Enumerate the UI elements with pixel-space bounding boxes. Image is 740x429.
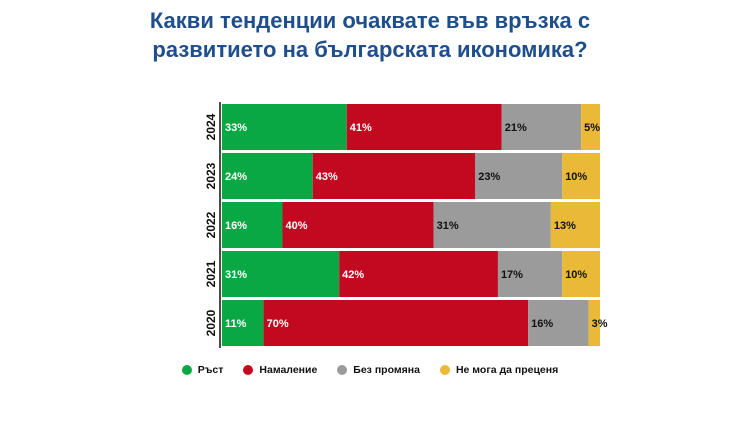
bar-label-decline-2021: 42% <box>342 269 364 281</box>
bar-label-no-change-2021: 17% <box>501 269 523 281</box>
bar-label-growth-2024: 33% <box>225 122 247 134</box>
bar-label-cannot-judge-2022: 13% <box>554 220 576 232</box>
bar-label-decline-2023: 43% <box>316 171 338 183</box>
bar-cannot-judge-2024 <box>581 104 600 150</box>
bar-label-no-change-2022: 31% <box>437 220 459 232</box>
chart-title-line-2: развитието на българската икономика? <box>152 37 588 62</box>
bar-label-cannot-judge-2023: 10% <box>565 171 587 183</box>
legend-item-no-change: Без промяна <box>337 364 420 376</box>
bar-growth-2020 <box>222 300 264 346</box>
bar-cannot-judge-2022 <box>550 202 600 248</box>
chart-title: Какви тенденции очаквате във връзка с ра… <box>0 6 740 64</box>
year-label-2022: 2022 <box>204 211 218 238</box>
bar-decline-2023 <box>312 153 476 199</box>
bar-growth-2023 <box>222 153 313 199</box>
bar-cannot-judge-2023 <box>562 153 600 199</box>
bar-no-change-2022 <box>433 202 551 248</box>
bar-growth-2022 <box>222 202 283 248</box>
bar-label-decline-2022: 40% <box>285 220 307 232</box>
bars-group: 33% 41% 21% 5% 24% 43% 23% 10% 16% 40% 31% 13% 31% 42… <box>222 104 608 346</box>
bar-no-change-2021 <box>497 251 563 297</box>
bar-label-cannot-judge-2024: 5% <box>584 122 600 134</box>
bar-label-no-change-2020: 16% <box>531 318 553 330</box>
bar-cannot-judge-2021 <box>562 251 600 297</box>
year-label-2021: 2021 <box>204 260 218 287</box>
legend-label-growth: Ръст <box>197 364 224 376</box>
legend-label-no-change: Без промяна <box>353 364 420 376</box>
bar-label-growth-2022: 16% <box>225 220 247 232</box>
year-label-2023: 2023 <box>204 162 218 189</box>
bar-no-change-2024 <box>501 104 582 150</box>
bar-decline-2022 <box>282 202 434 248</box>
bar-growth-2021 <box>222 251 340 297</box>
bar-label-cannot-judge-2020: 3% <box>592 318 608 330</box>
bar-label-growth-2021: 31% <box>225 269 247 281</box>
bar-label-no-change-2024: 21% <box>505 122 527 134</box>
year-label-2020: 2020 <box>204 309 218 336</box>
bar-label-decline-2024: 41% <box>350 122 372 134</box>
bar-decline-2020 <box>263 300 529 346</box>
legend-swatch-cannot-judge <box>439 365 450 375</box>
legend-item-cannot-judge: Не мога да преценя <box>439 364 559 376</box>
legend-swatch-growth <box>181 365 192 375</box>
bar-decline-2024 <box>346 104 502 150</box>
bar-label-decline-2020: 70% <box>267 318 289 330</box>
bar-label-no-change-2023: 23% <box>478 171 500 183</box>
legend: Ръст Намаление Без промяна Не мога да пр… <box>0 364 740 376</box>
legend-label-decline: Намаление <box>259 364 318 376</box>
legend-swatch-decline <box>243 365 254 375</box>
bar-growth-2024 <box>222 104 347 150</box>
bar-label-cannot-judge-2021: 10% <box>565 269 587 281</box>
legend-swatch-no-change <box>337 365 348 375</box>
chart-title-line-1: Какви тенденции очаквате във връзка с <box>149 8 591 33</box>
legend-item-growth: Ръст <box>181 364 224 376</box>
bar-label-growth-2020: 11% <box>225 318 247 330</box>
legend-label-cannot-judge: Не мога да преценя <box>455 364 559 376</box>
year-axis: 2024 2023 2022 2021 2020 <box>204 102 221 348</box>
year-label-2024: 2024 <box>204 113 218 140</box>
legend-item-decline: Намаление <box>243 364 317 376</box>
bar-no-change-2020 <box>528 300 589 346</box>
bar-no-change-2023 <box>475 153 563 199</box>
bar-decline-2021 <box>339 251 498 297</box>
bar-label-growth-2023: 24% <box>225 171 247 183</box>
bar-cannot-judge-2020 <box>588 300 600 346</box>
